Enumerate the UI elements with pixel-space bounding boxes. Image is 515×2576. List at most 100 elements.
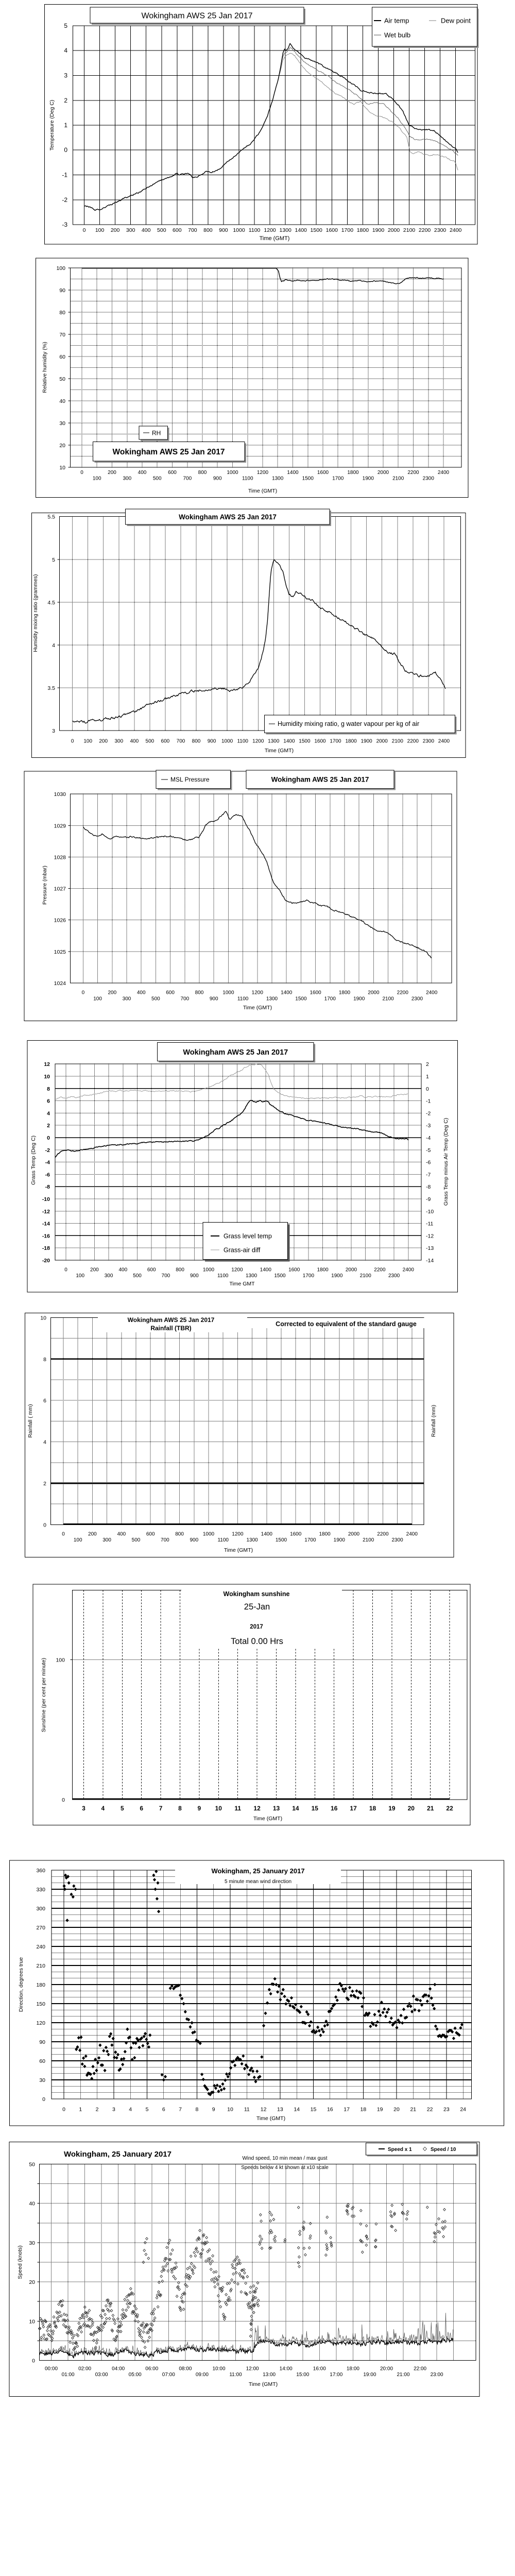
svg-text:3: 3 [82, 1805, 85, 1812]
svg-text:800: 800 [176, 1267, 184, 1273]
svg-text:6: 6 [43, 1398, 46, 1404]
svg-text:2: 2 [96, 2107, 99, 2113]
svg-text:18:00: 18:00 [347, 2366, 359, 2372]
svg-text:1100: 1100 [217, 1273, 229, 1279]
svg-text:08:00: 08:00 [179, 2366, 192, 2372]
svg-text:Wokingham AWS 25 Jan 2017: Wokingham AWS 25 Jan 2017 [113, 448, 225, 456]
svg-text:-2: -2 [45, 1147, 50, 1154]
svg-text:2: 2 [47, 1123, 50, 1129]
svg-text:Speed x 1: Speed x 1 [388, 2147, 412, 2153]
svg-text:Air temp: Air temp [384, 17, 409, 25]
svg-text:-3: -3 [426, 1123, 431, 1129]
svg-text:Relative humidity (%): Relative humidity (%) [42, 342, 48, 393]
svg-text:22: 22 [427, 2107, 433, 2113]
svg-text:400: 400 [138, 470, 147, 476]
svg-text:1700: 1700 [304, 1537, 316, 1543]
svg-text:1700: 1700 [341, 227, 354, 233]
svg-text:9: 9 [212, 2107, 215, 2113]
svg-text:5: 5 [146, 2107, 149, 2113]
svg-text:1: 1 [426, 1074, 429, 1080]
svg-text:300: 300 [123, 476, 131, 482]
svg-text:1600: 1600 [314, 739, 326, 744]
svg-text:-3: -3 [62, 221, 67, 228]
svg-text:3.5: 3.5 [47, 685, 55, 691]
svg-text:1300: 1300 [266, 996, 278, 1002]
svg-text:-11: -11 [426, 1221, 434, 1227]
svg-text:-10: -10 [426, 1209, 434, 1215]
svg-text:2400: 2400 [403, 1267, 415, 1273]
svg-text:8: 8 [43, 1357, 46, 1363]
svg-text:8: 8 [178, 1805, 182, 1812]
svg-text:2300: 2300 [391, 1537, 403, 1543]
svg-text:Grass-air diff: Grass-air diff [224, 1247, 261, 1254]
svg-text:2300: 2300 [411, 996, 423, 1002]
svg-text:18: 18 [369, 1805, 376, 1812]
svg-text:Wokingham AWS 25 Jan 2017: Wokingham AWS 25 Jan 2017 [179, 513, 277, 521]
svg-text:300: 300 [36, 1906, 45, 1912]
svg-text:21: 21 [410, 2107, 416, 2113]
svg-text:1026: 1026 [54, 918, 66, 924]
svg-text:150: 150 [36, 2001, 45, 2007]
svg-text:500: 500 [132, 1537, 141, 1543]
svg-text:06:00: 06:00 [145, 2366, 158, 2372]
svg-text:1900: 1900 [372, 227, 385, 233]
svg-text:1900: 1900 [331, 1273, 343, 1279]
svg-text:6: 6 [162, 2107, 165, 2113]
svg-text:12: 12 [44, 1061, 50, 1067]
svg-text:5: 5 [64, 22, 67, 29]
svg-text:23:00: 23:00 [431, 2372, 443, 2378]
svg-text:Grass level temp: Grass level temp [224, 1233, 272, 1240]
svg-text:400: 400 [130, 739, 139, 744]
svg-text:1029: 1029 [54, 823, 66, 829]
svg-text:Speed / 10: Speed / 10 [431, 2147, 456, 2153]
svg-text:40: 40 [59, 398, 65, 404]
svg-text:1900: 1900 [363, 476, 374, 482]
svg-text:2300: 2300 [388, 1273, 400, 1279]
svg-text:30: 30 [59, 420, 65, 427]
svg-text:11: 11 [244, 2107, 250, 2113]
svg-text:14:00: 14:00 [280, 2366, 293, 2372]
svg-text:1: 1 [79, 2107, 82, 2113]
svg-text:4: 4 [52, 642, 55, 649]
svg-text:Speeds below 4 kt shown at x10: Speeds below 4 kt shown at x10 scale [241, 2165, 329, 2171]
svg-text:180: 180 [36, 1982, 45, 1988]
svg-text:01:00: 01:00 [62, 2372, 75, 2378]
svg-text:1100: 1100 [242, 476, 253, 482]
svg-text:2000: 2000 [346, 1267, 357, 1273]
svg-text:1000: 1000 [221, 739, 233, 744]
svg-text:200: 200 [99, 739, 108, 744]
svg-text:2300: 2300 [434, 227, 447, 233]
svg-text:-2: -2 [426, 1110, 431, 1116]
svg-text:Wokingham AWS 25 Jan 2017: Wokingham AWS 25 Jan 2017 [183, 1048, 288, 1057]
svg-text:30: 30 [39, 2077, 45, 2083]
svg-text:10: 10 [59, 465, 65, 471]
svg-text:2100: 2100 [360, 1273, 372, 1279]
svg-text:Time GMT: Time GMT [229, 1281, 255, 1287]
svg-text:700: 700 [161, 1537, 169, 1543]
svg-text:Pressure (mbar): Pressure (mbar) [42, 866, 48, 905]
svg-text:Wokingham AWS 25 Jan 2017: Wokingham AWS 25 Jan 2017 [141, 12, 252, 21]
svg-text:1800: 1800 [357, 227, 369, 233]
svg-text:6: 6 [140, 1805, 143, 1812]
svg-text:1200: 1200 [257, 470, 269, 476]
svg-text:-6: -6 [45, 1172, 50, 1178]
svg-text:330: 330 [36, 1887, 45, 1893]
svg-text:25-Jan: 25-Jan [244, 1602, 270, 1612]
svg-text:1000: 1000 [203, 1267, 215, 1273]
svg-text:200: 200 [108, 470, 116, 476]
svg-text:5: 5 [121, 1805, 124, 1812]
svg-text:Speed (knots): Speed (knots) [17, 2245, 23, 2279]
svg-text:1200: 1200 [231, 1267, 243, 1273]
svg-text:600: 600 [166, 990, 175, 996]
svg-text:-8: -8 [426, 1184, 431, 1190]
svg-text:100: 100 [74, 1537, 82, 1543]
svg-text:0: 0 [82, 990, 85, 996]
svg-text:20:00: 20:00 [380, 2366, 393, 2372]
svg-text:-1: -1 [62, 172, 67, 179]
svg-text:Humidity mixing ratio, g water: Humidity mixing ratio, g water vapour pe… [278, 720, 419, 727]
svg-text:Wokingham AWS 25 Jan 2017: Wokingham AWS 25 Jan 2017 [128, 1316, 215, 1324]
svg-text:Time (GMT): Time (GMT) [248, 488, 277, 494]
svg-text:8: 8 [195, 2107, 198, 2113]
svg-text:4: 4 [101, 1805, 105, 1812]
svg-text:Grass Temp (Deg C): Grass Temp (Deg C) [30, 1136, 37, 1185]
